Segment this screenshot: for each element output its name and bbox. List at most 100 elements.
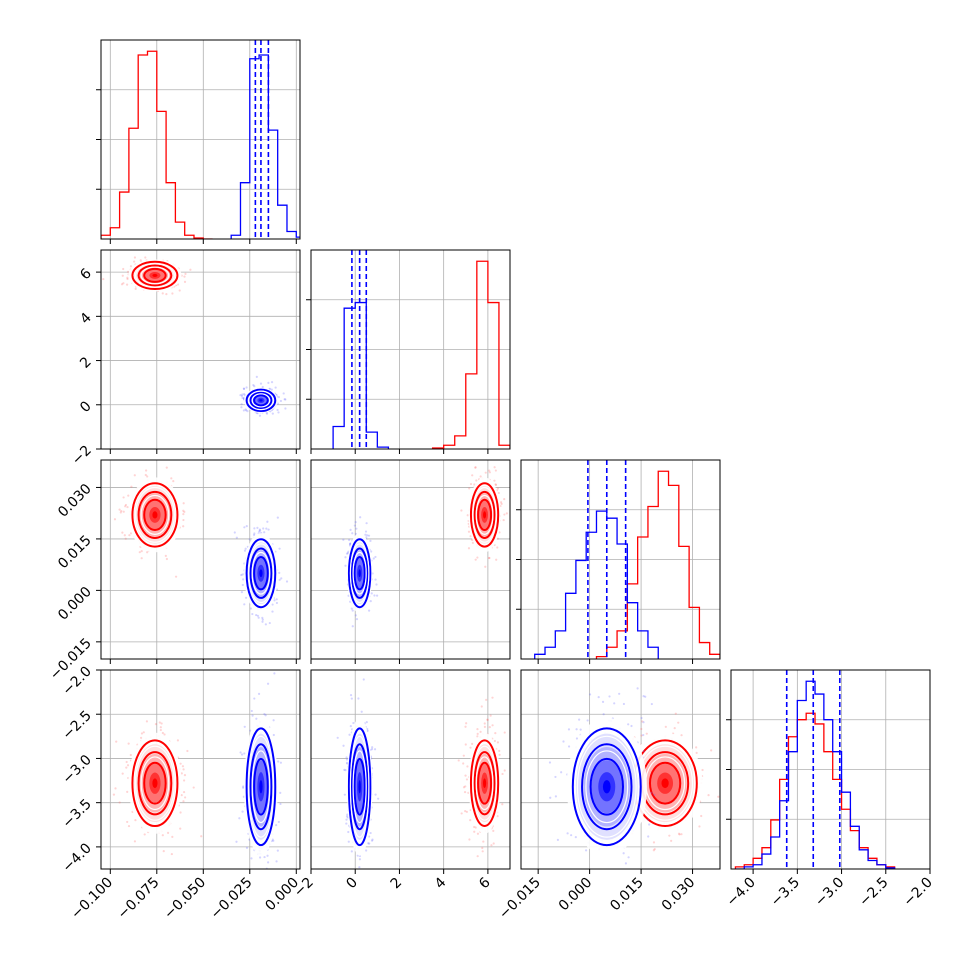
sample-point [256, 526, 259, 529]
contour-line [249, 547, 273, 599]
sample-point [486, 718, 489, 721]
density-level [152, 273, 158, 277]
sample-point [549, 796, 552, 799]
sample-point [462, 754, 465, 757]
contour-line [473, 490, 496, 539]
sample-point [476, 735, 479, 738]
sample-point [241, 396, 244, 400]
sample-point [183, 275, 186, 278]
sample-point [133, 256, 137, 259]
posterior-group [548, 687, 720, 869]
y-tick-label: 4 [77, 310, 95, 328]
sample-point [233, 531, 236, 534]
sample-point [364, 530, 368, 533]
posterior-group [336, 678, 506, 869]
sample-point [122, 267, 125, 271]
sample-point [126, 820, 129, 824]
sample-point [640, 734, 643, 737]
panel-frame [100, 39, 301, 240]
sample-point [499, 501, 503, 504]
sample-point [249, 607, 253, 610]
contour-line [131, 260, 179, 291]
sample-point [271, 610, 274, 613]
posterior-group [342, 466, 508, 628]
contour-highlight [134, 745, 175, 821]
sample-point [479, 730, 482, 733]
sample-point [503, 769, 506, 772]
sample-point [575, 737, 579, 740]
sample-point [465, 810, 468, 813]
sample-point [161, 834, 164, 837]
sample-point [182, 513, 185, 516]
contour-highlight [472, 745, 497, 821]
sample-point [121, 274, 124, 277]
sample-point [476, 855, 479, 858]
sample-point [364, 533, 367, 536]
sample-point [241, 810, 244, 813]
sample-point [121, 531, 124, 534]
contour-line [347, 727, 372, 847]
sample-point [496, 487, 500, 490]
sample-point [263, 884, 265, 886]
sample-point [124, 505, 127, 508]
panel-3-2: −0.015 0.000 0.015 0.030 [496, 669, 721, 922]
sample-point [494, 483, 497, 486]
sample-point [182, 790, 186, 794]
sample-point [645, 732, 648, 735]
sample-point [352, 721, 355, 725]
sample-point [484, 565, 487, 568]
sample-point [179, 811, 182, 814]
sample-point [642, 733, 645, 737]
sample-point [674, 712, 677, 715]
sample-point [618, 692, 621, 695]
sample-point [465, 778, 469, 781]
contour-line [473, 751, 496, 816]
sample-point [491, 696, 494, 699]
sample-point [133, 840, 137, 843]
sample-point [126, 276, 129, 279]
sample-point [370, 550, 373, 553]
histogram-series-0 [734, 712, 896, 869]
sample-point [240, 406, 243, 409]
sample-point [121, 772, 124, 775]
sample-point [279, 399, 283, 403]
sample-point [473, 830, 476, 833]
sample-point [244, 408, 247, 411]
sample-point [579, 728, 582, 731]
sample-point [342, 538, 345, 541]
sample-point [588, 693, 592, 696]
sample-point [264, 714, 267, 717]
contour-line [131, 482, 179, 548]
contour-highlight [576, 735, 637, 838]
sample-point [266, 682, 270, 685]
sample-point [360, 710, 363, 713]
sample-point [670, 839, 673, 842]
sample-point [494, 483, 498, 487]
sample-point [365, 536, 368, 539]
sample-point [277, 411, 280, 414]
sample-point [273, 599, 276, 602]
sample-point [496, 815, 499, 818]
contour-line [581, 743, 633, 831]
x-tick-label: −2.5 [856, 875, 891, 910]
contour-line [249, 743, 273, 831]
y-tick-label: 0.000 [55, 584, 95, 624]
sample-point [464, 725, 467, 728]
sample-point [373, 594, 376, 597]
density-level [661, 778, 669, 789]
sample-point [469, 482, 473, 486]
sample-point [159, 728, 162, 732]
sample-point [474, 558, 477, 561]
sample-point [460, 812, 463, 815]
sample-point [240, 753, 244, 756]
sample-point [272, 719, 275, 722]
sample-point [485, 698, 488, 701]
posterior-group [102, 256, 287, 417]
sample-point [278, 571, 281, 574]
histogram-series-1 [735, 680, 896, 869]
sample-point [355, 527, 358, 530]
sample-point [624, 862, 627, 865]
sample-point [664, 725, 667, 728]
sample-point [240, 573, 243, 577]
histogram-series-0 [101, 50, 213, 239]
